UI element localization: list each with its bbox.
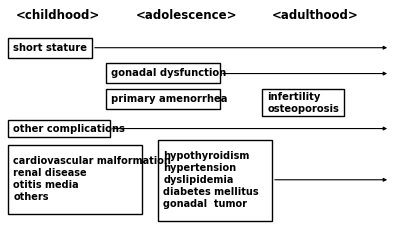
FancyBboxPatch shape xyxy=(8,120,110,137)
Text: <childhood>: <childhood> xyxy=(16,9,100,22)
FancyBboxPatch shape xyxy=(262,89,344,116)
FancyBboxPatch shape xyxy=(106,89,220,109)
Text: <adulthood>: <adulthood> xyxy=(272,9,359,22)
Text: cardiovascular malformation
renal disease
otitis media
others: cardiovascular malformation renal diseas… xyxy=(13,156,171,202)
FancyBboxPatch shape xyxy=(8,145,142,214)
Text: primary amenorrhea: primary amenorrhea xyxy=(111,94,228,104)
Text: infertility
osteoporosis: infertility osteoporosis xyxy=(267,92,339,114)
Text: gonadal dysfunction: gonadal dysfunction xyxy=(111,68,226,78)
Text: hypothyroidism
hypertension
dyslipidemia
diabetes mellitus
gonadal  tumor: hypothyroidism hypertension dyslipidemia… xyxy=(163,151,259,209)
FancyBboxPatch shape xyxy=(106,63,220,83)
Text: other complications: other complications xyxy=(13,124,125,134)
Text: <adolescence>: <adolescence> xyxy=(136,9,238,22)
FancyBboxPatch shape xyxy=(8,38,92,58)
FancyBboxPatch shape xyxy=(158,140,272,221)
Text: short stature: short stature xyxy=(13,43,87,53)
